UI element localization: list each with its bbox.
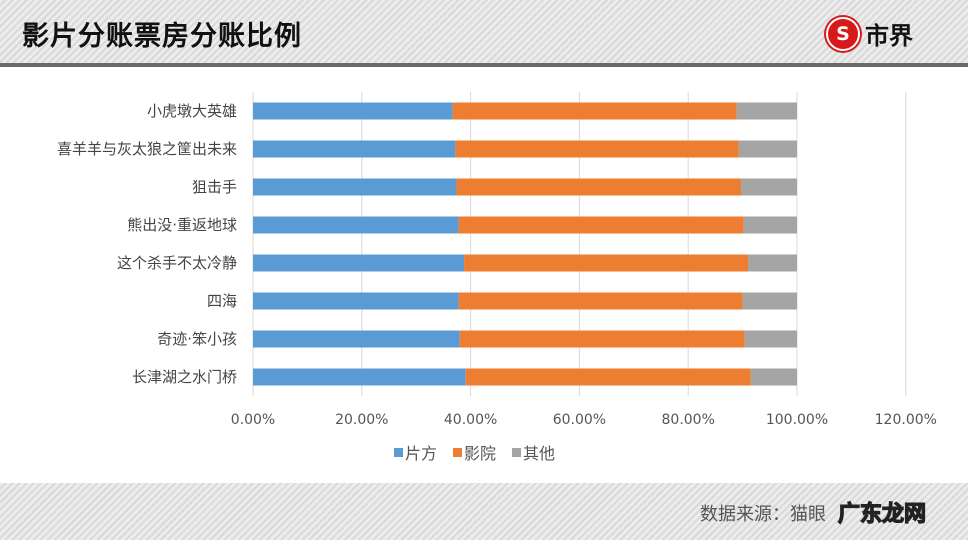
bar-segment-片方: [253, 216, 459, 234]
bar-segment-片方: [253, 254, 465, 272]
bar-segment-片方: [253, 140, 456, 158]
x-tick-label: 60.00%: [553, 412, 606, 428]
category-label: 奇迹·笨小孩: [157, 330, 237, 348]
legend-label: 其他: [523, 444, 555, 463]
bar-segment-片方: [253, 178, 457, 196]
bar-segment-片方: [253, 368, 466, 386]
bar-segment-片方: [253, 330, 460, 348]
bar-segment-影院: [455, 140, 739, 158]
bar-segment-影院: [465, 368, 751, 386]
x-tick-label: 40.00%: [444, 412, 497, 428]
x-tick-label: 100.00%: [766, 412, 828, 428]
bar-segment-影院: [464, 254, 749, 272]
category-label: 小虎墩大英雄: [147, 102, 237, 120]
bar-segment-其他: [750, 368, 797, 386]
bar-segment-其他: [743, 216, 797, 234]
watermark: 广东龙网: [837, 501, 927, 527]
bar-segment-片方: [253, 292, 459, 310]
header: 影片分账票房分账比例 S 市界: [0, 0, 968, 67]
legend-label: 影院: [464, 444, 496, 463]
bar-segment-片方: [253, 102, 453, 120]
category-label: 长津湖之水门桥: [132, 368, 237, 386]
category-label: 狙击手: [192, 178, 237, 196]
legend-swatch: [453, 448, 462, 457]
x-tick-label: 120.00%: [875, 412, 937, 428]
category-label: 熊出没·重返地球: [127, 216, 237, 234]
bar-segment-影院: [456, 178, 741, 196]
bar-segment-其他: [736, 102, 797, 120]
bar-segment-其他: [738, 140, 797, 158]
x-tick-label: 80.00%: [662, 412, 715, 428]
category-label: 四海: [207, 292, 237, 310]
page-title: 影片分账票房分账比例: [22, 21, 302, 52]
bar-segment-其他: [740, 178, 797, 196]
bar-segment-影院: [459, 330, 745, 348]
legend-label: 片方: [405, 444, 437, 463]
logo-icon: S: [826, 16, 860, 51]
bar-segment-影院: [458, 292, 743, 310]
bar-segment-其他: [744, 330, 797, 348]
bar-segment-影院: [458, 216, 744, 234]
bar-segment-影院: [452, 102, 737, 120]
x-tick-label: 0.00%: [231, 412, 275, 428]
footer: 数据来源：猫眼 广东龙网: [0, 483, 968, 540]
bar-segment-其他: [742, 292, 797, 310]
category-label: 这个杀手不太冷静: [117, 254, 237, 272]
stacked-bar-chart: 0.00% 20.00% 40.00% 60.00% 80.00% 100.00% 120.…: [57, 92, 937, 463]
logo-text: 市界: [865, 22, 913, 50]
bar-segment-其他: [748, 254, 797, 272]
data-source: 数据来源：猫眼: [700, 504, 826, 525]
category-label: 喜羊羊与灰太狼之筐出未来: [57, 140, 237, 158]
legend-swatch: [512, 448, 521, 457]
logo: S 市界: [826, 16, 913, 51]
legend-swatch: [394, 448, 403, 457]
x-tick-label: 20.00%: [335, 412, 388, 428]
